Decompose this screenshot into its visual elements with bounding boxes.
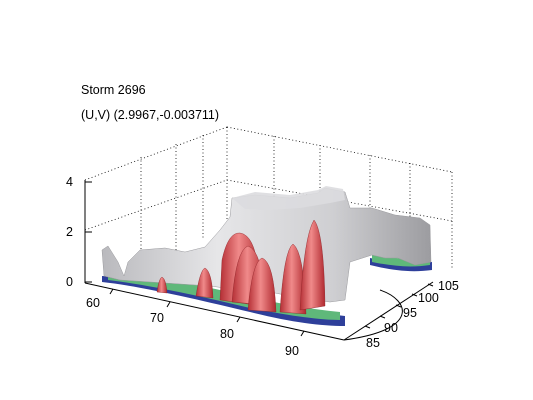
figure-title: Storm 2696	[81, 83, 146, 97]
y-tick-label: 90	[384, 321, 398, 335]
x-tick-label: 90	[285, 344, 299, 358]
y-tick-label: 105	[438, 279, 459, 293]
floor-ticks	[109, 283, 434, 337]
x-tick-label: 80	[220, 327, 234, 341]
z-tick-label: 2	[66, 225, 73, 239]
x-tick-label: 70	[150, 311, 164, 325]
floor-outline	[84, 281, 434, 341]
figure-subtitle: (U,V) (2.9967,-0.003711)	[81, 108, 220, 122]
y-tick-label: 85	[366, 336, 380, 350]
z-axis	[84, 180, 92, 283]
x-tick-label: 60	[86, 296, 100, 310]
y-tick-label: 95	[403, 306, 417, 320]
back-grid	[84, 126, 453, 270]
z-tick-label: 4	[66, 175, 73, 189]
y-tick-label: 100	[418, 291, 439, 305]
z-tick-label: 0	[66, 275, 73, 289]
storm-red-cores	[156, 219, 326, 315]
